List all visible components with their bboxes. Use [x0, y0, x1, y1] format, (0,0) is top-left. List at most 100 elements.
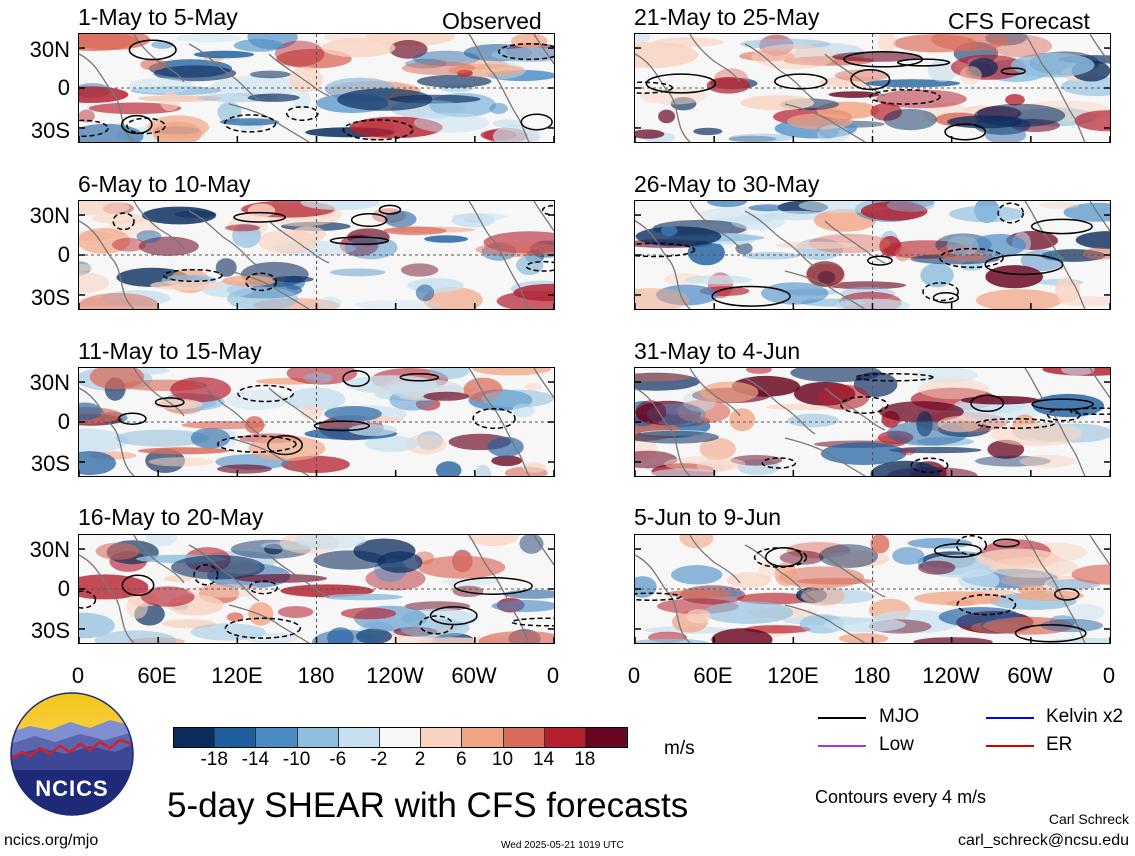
low-legend-line [818, 745, 866, 747]
colorbar-swatch [544, 728, 586, 747]
mjo-contours [635, 202, 1093, 307]
low-legend-label: Low [879, 734, 914, 755]
shear-shading [79, 34, 554, 142]
y-tick-label: 30S [30, 285, 70, 310]
axis-ticks [635, 214, 1110, 309]
coastlines [79, 368, 554, 476]
x-tick-label: 0 [71, 663, 85, 688]
x-tick-label: 120W [922, 663, 980, 688]
shear-map-panel [78, 33, 555, 143]
colorbar-tick-label: -18 [200, 749, 228, 770]
axis-ticks [79, 548, 554, 643]
er-legend-label: ER [1046, 734, 1073, 755]
mjo-contours [79, 39, 554, 141]
shear-map-panel [634, 200, 1111, 310]
shear-shading [79, 368, 554, 476]
colorbar-tick-label: -10 [282, 749, 311, 770]
author-email[interactable]: carl_schreck@ncsu.edu [958, 832, 1129, 849]
panel-title: 16-May to 20-May [78, 504, 264, 530]
axis-ticks [79, 381, 554, 476]
x-tick-label: 120W [366, 663, 424, 688]
shear-field [79, 201, 554, 309]
colorbar-tick-label: 10 [491, 749, 514, 770]
y-tick-label: 30N [29, 537, 70, 562]
colorbar-tick-label: 14 [533, 749, 555, 770]
panel-title: 1-May to 5-May [78, 4, 238, 30]
mjo-legend-line [818, 717, 866, 719]
x-tick-label: 180 [853, 663, 891, 688]
y-tick-label: 30N [29, 203, 70, 228]
website-link[interactable]: ncics.org/mjo [4, 832, 99, 849]
x-tick-label: 180 [297, 663, 335, 688]
axis-ticks [79, 47, 554, 142]
colorbar-swatch [462, 728, 504, 747]
colorbar-swatch [215, 728, 257, 747]
y-tick-label: 30N [29, 37, 70, 62]
shear-map-panel [78, 200, 555, 310]
panel-title: 11-May to 15-May [78, 338, 262, 364]
shear-field [79, 368, 554, 476]
panel-title: 26-May to 30-May [634, 171, 820, 197]
x-tick-label: 0 [627, 663, 641, 688]
coastlines [79, 535, 554, 643]
observed-label: Observed [442, 8, 542, 34]
coastlines [79, 201, 554, 309]
shear-map-panel [634, 367, 1111, 477]
colorbar-units: m/s [664, 738, 695, 759]
x-tick-label: 60E [137, 663, 177, 688]
ncics-logo: NCICS [10, 692, 134, 816]
cfs-forecast-label: CFS Forecast [948, 8, 1090, 34]
colorbar-swatch [338, 728, 380, 747]
kelvin-legend-line [986, 717, 1034, 719]
shear-map-panel [634, 534, 1111, 644]
mjo-contours [635, 51, 1026, 141]
shear-map-panel [634, 33, 1111, 143]
colorbar-swatch [256, 728, 298, 747]
x-tick-label: 60W [1007, 663, 1053, 688]
colorbar-tick-label: 6 [455, 749, 467, 770]
colorbar-tick-label: 18 [574, 749, 596, 770]
er-legend-line [986, 745, 1034, 747]
kelvin-legend-label: Kelvin x2 [1046, 706, 1124, 727]
mjo-contours [112, 204, 554, 292]
y-tick-label: 30S [30, 451, 70, 476]
y-tick-label: 0 [57, 75, 70, 100]
axis-ticks [635, 381, 1110, 476]
colorbar-labels: -18 -14 -10 -6 -2 2 6 10 14 18 [173, 750, 626, 774]
author-name: Carl Schreck [1048, 811, 1129, 827]
colorbar-swatch [503, 728, 545, 747]
x-tick-label: 120E [767, 663, 819, 688]
colorbar-swatch [421, 728, 463, 747]
axis-ticks [79, 214, 554, 309]
x-tick-label: 0 [546, 663, 560, 688]
panel-title: 21-May to 25-May [634, 4, 820, 30]
shear-map-panel [78, 534, 555, 644]
panel-title: 6-May to 10-May [78, 171, 251, 197]
panel-title: 31-May to 4-Jun [634, 338, 801, 364]
timestamp: Wed 2025-05-21 1019 UTC [501, 840, 624, 851]
colorbar-swatch [585, 728, 628, 747]
y-tick-label: 0 [57, 409, 70, 434]
axis-ticks [635, 47, 1110, 142]
colorbar-tick-label: -6 [329, 749, 347, 770]
y-tick-label: 30S [30, 118, 70, 143]
coastlines [635, 34, 1110, 142]
ncics-logo-graphic [10, 692, 134, 816]
shear-field [79, 535, 554, 643]
shear-field [79, 34, 554, 142]
y-tick-label: 0 [57, 576, 70, 601]
mjo-contours [79, 564, 554, 639]
shear-shading [635, 535, 1110, 643]
mjo-contours [117, 369, 516, 456]
x-tick-label: 60E [693, 663, 733, 688]
colorbar-swatch [379, 728, 422, 747]
mjo-contours [635, 535, 1087, 643]
colorbar-tick-label: -2 [370, 749, 388, 770]
colorbar-tick-label: -14 [241, 749, 270, 770]
colorbar [173, 727, 628, 748]
coastlines [635, 368, 1110, 476]
shear-shading [635, 201, 1110, 309]
panel-title: 5-Jun to 9-Jun [634, 504, 782, 530]
coastlines [79, 34, 554, 142]
logo-text: NCICS [35, 776, 109, 801]
